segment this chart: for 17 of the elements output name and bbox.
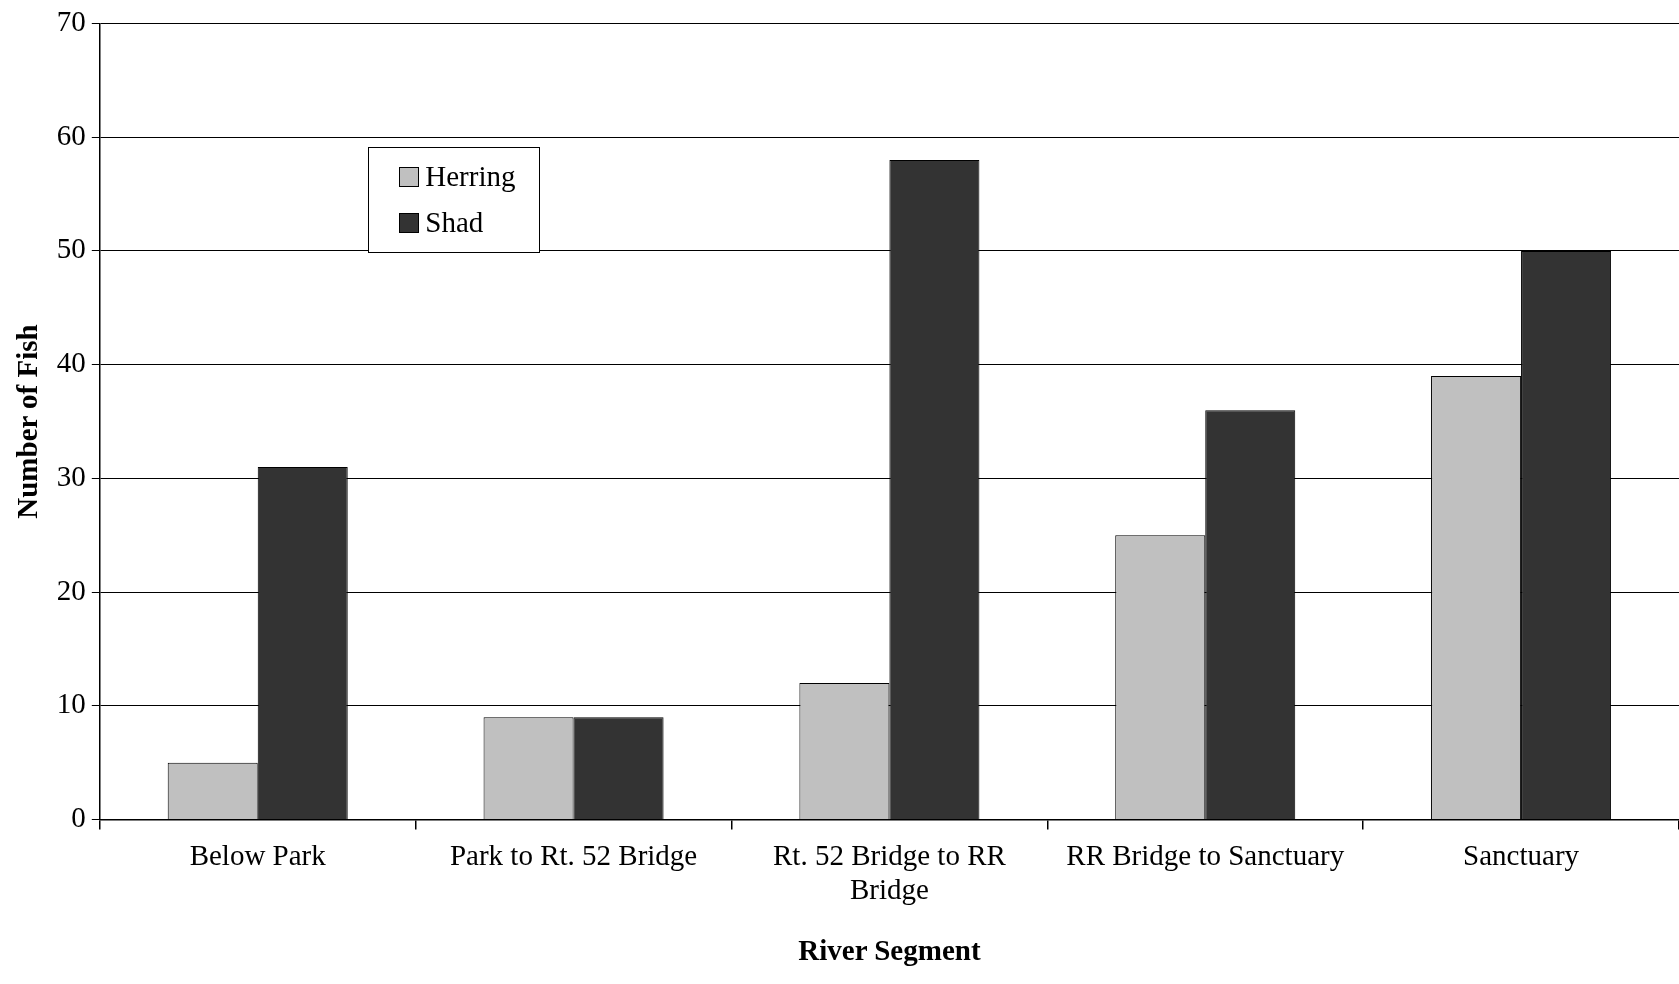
y-tick-label: 50: [56, 232, 86, 265]
x-tick-label: Sanctuary: [1463, 838, 1580, 871]
legend-label: Shad: [425, 206, 484, 240]
x-tick-label: Below Park: [189, 838, 327, 871]
y-tick-label: 20: [56, 573, 86, 606]
y-tick-label: 10: [56, 687, 86, 720]
y-tick-label: 40: [56, 346, 86, 379]
x-tick-label: Rt. 52 Bridge to RR Bridge: [772, 838, 1007, 906]
x-tick-label: RR Bridge to Sanctuary: [1066, 838, 1345, 871]
x-tick-label: Park to Rt. 52 Bridge: [449, 838, 698, 871]
x-axis-title: River Segment: [798, 934, 981, 967]
y-tick-label: 70: [56, 5, 86, 38]
y-tick-label: 0: [71, 801, 86, 834]
y-tick-label: 30: [56, 459, 86, 492]
y-axis-title: Number of Fish: [10, 324, 43, 519]
legend-label: Herring: [425, 160, 516, 194]
y-tick-label: 60: [56, 118, 86, 151]
